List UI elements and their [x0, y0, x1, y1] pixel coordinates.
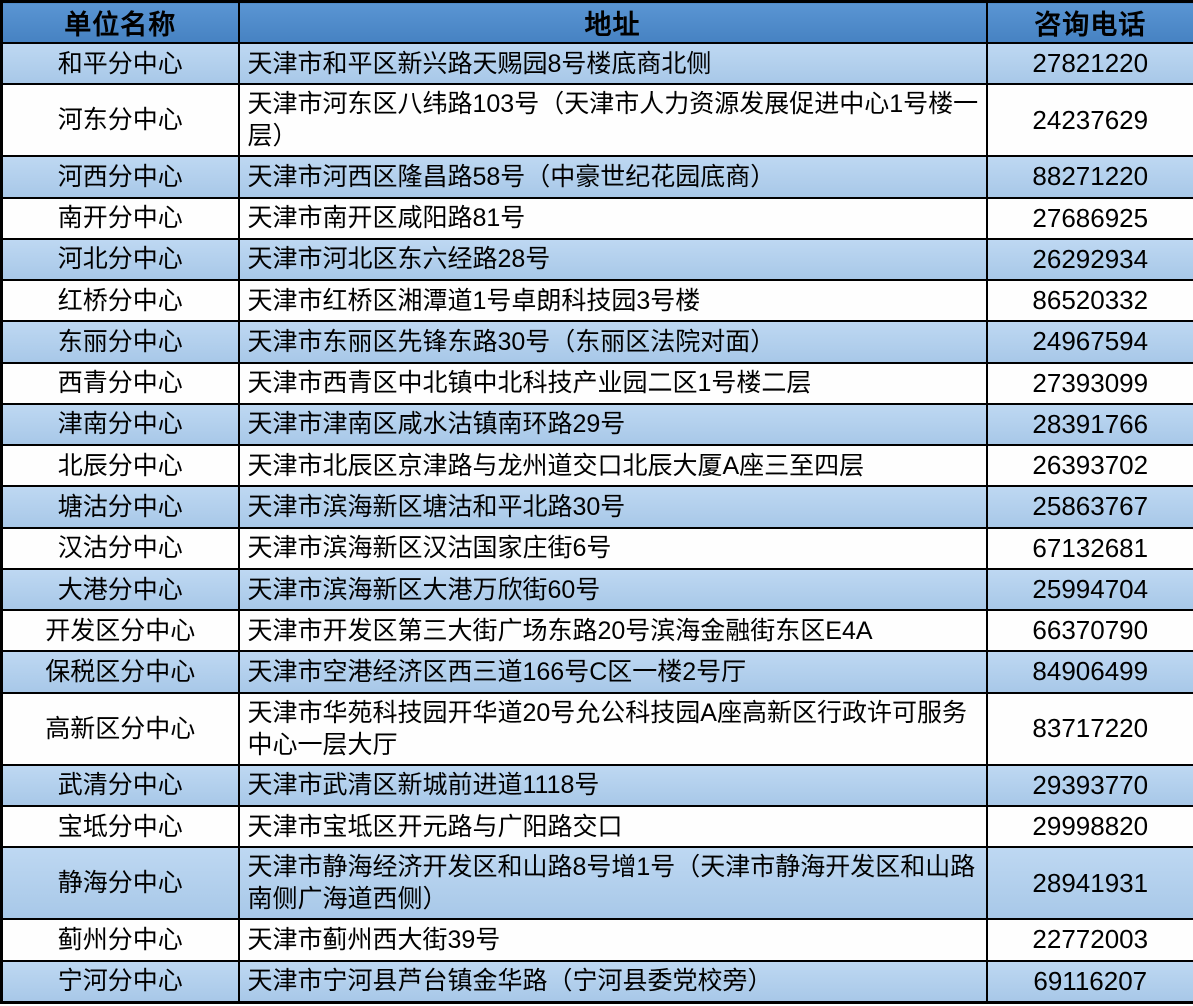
table-row: 静海分中心 天津市静海经济开发区和山路8号增1号（天津市静海开发区和山路南侧广海…: [0, 846, 1193, 921]
table-row: 红桥分中心 天津市红桥区湘潭道1号卓朗科技园3号楼 86520332: [0, 279, 1193, 323]
phone-cell: 29998820: [985, 804, 1193, 849]
phone-cell: 25994704: [985, 567, 1193, 612]
unit-name-cell: 南开分中心: [0, 196, 240, 240]
phone-cell: 26393702: [985, 444, 1193, 488]
table-row: 蓟州分中心 天津市蓟州西大街39号 22772003: [0, 918, 1193, 962]
phone-cell: 88271220: [985, 155, 1193, 199]
address-cell: 天津市武清区新城前进道1118号: [237, 763, 988, 807]
table-row: 西青分中心 天津市西青区中北镇中北科技产业园二区1号楼二层 27393099: [0, 361, 1193, 405]
unit-name-cell: 东丽分中心: [0, 320, 240, 364]
address-cell: 天津市和平区新兴路天赐园8号楼底商北侧: [237, 41, 988, 86]
phone-cell: 67132681: [985, 526, 1193, 570]
table-row: 宝坻分中心 天津市宝坻区开元路与广阳路交口 29998820: [0, 804, 1193, 849]
phone-cell: 28941931: [985, 846, 1193, 921]
table-row: 河西分中心 天津市河西区隆昌路58号（中豪世纪花园底商） 88271220: [0, 155, 1193, 199]
address-cell: 天津市滨海新区汉沽国家庄街6号: [237, 526, 988, 570]
phone-cell: 25863767: [985, 485, 1193, 529]
table-row: 汉沽分中心 天津市滨海新区汉沽国家庄街6号 67132681: [0, 526, 1193, 570]
phone-cell: 66370790: [985, 609, 1193, 653]
address-cell: 天津市静海经济开发区和山路8号增1号（天津市静海开发区和山路南侧广海道西侧）: [237, 846, 988, 921]
unit-name-cell: 塘沽分中心: [0, 485, 240, 529]
unit-name-cell: 河北分中心: [0, 237, 240, 282]
phone-cell: 84906499: [985, 650, 1193, 694]
table-header-row: 单位名称 地址 咨询电话: [0, 0, 1193, 44]
table-row: 河北分中心 天津市河北区东六经路28号 26292934: [0, 237, 1193, 282]
unit-name-cell: 武清分中心: [0, 763, 240, 807]
unit-name-cell: 开发区分中心: [0, 609, 240, 653]
address-cell: 天津市河西区隆昌路58号（中豪世纪花园底商）: [237, 155, 988, 199]
table-row: 武清分中心 天津市武清区新城前进道1118号 29393770: [0, 763, 1193, 807]
table-row: 塘沽分中心 天津市滨海新区塘沽和平北路30号 25863767: [0, 485, 1193, 529]
address-cell: 天津市东丽区先锋东路30号（东丽区法院对面）: [237, 320, 988, 364]
unit-name-cell: 保税区分中心: [0, 650, 240, 694]
table-row: 宁河分中心 天津市宁河县芦台镇金华路（宁河县委党校旁） 69116207: [0, 959, 1193, 1004]
phone-cell: 28391766: [985, 402, 1193, 447]
address-cell: 天津市红桥区湘潭道1号卓朗科技园3号楼: [237, 279, 988, 323]
address-cell: 天津市蓟州西大街39号: [237, 918, 988, 962]
phone-cell: 24237629: [985, 83, 1193, 158]
unit-name-cell: 北辰分中心: [0, 444, 240, 488]
unit-name-cell: 河西分中心: [0, 155, 240, 199]
table-row: 高新区分中心 天津市华苑科技园开华道20号允公科技园A座高新区行政许可服务中心一…: [0, 691, 1193, 766]
address-cell: 天津市西青区中北镇中北科技产业园二区1号楼二层: [237, 361, 988, 405]
column-header-address: 地址: [237, 0, 988, 44]
phone-cell: 69116207: [985, 959, 1193, 1004]
table-row: 河东分中心 天津市河东区八纬路103号（天津市人力资源发展促进中心1号楼一层） …: [0, 83, 1193, 158]
address-cell: 天津市滨海新区塘沽和平北路30号: [237, 485, 988, 529]
address-cell: 天津市滨海新区大港万欣街60号: [237, 567, 988, 612]
phone-cell: 22772003: [985, 918, 1193, 962]
unit-name-cell: 津南分中心: [0, 402, 240, 447]
address-cell: 天津市河东区八纬路103号（天津市人力资源发展促进中心1号楼一层）: [237, 83, 988, 158]
unit-name-cell: 宁河分中心: [0, 959, 240, 1004]
unit-name-cell: 河东分中心: [0, 83, 240, 158]
unit-name-cell: 蓟州分中心: [0, 918, 240, 962]
phone-cell: 27393099: [985, 361, 1193, 405]
table-row: 开发区分中心 天津市开发区第三大街广场东路20号滨海金融街东区E4A 66370…: [0, 609, 1193, 653]
table-row: 保税区分中心 天津市空港经济区西三道166号C区一楼2号厅 84906499: [0, 650, 1193, 694]
address-cell: 天津市河北区东六经路28号: [237, 237, 988, 282]
address-cell: 天津市空港经济区西三道166号C区一楼2号厅: [237, 650, 988, 694]
unit-name-cell: 红桥分中心: [0, 279, 240, 323]
unit-name-cell: 宝坻分中心: [0, 804, 240, 849]
unit-name-cell: 高新区分中心: [0, 691, 240, 766]
phone-cell: 83717220: [985, 691, 1193, 766]
address-cell: 天津市南开区咸阳路81号: [237, 196, 988, 240]
phone-cell: 86520332: [985, 279, 1193, 323]
address-cell: 天津市北辰区京津路与龙州道交口北辰大厦A座三至四层: [237, 444, 988, 488]
phone-cell: 27821220: [985, 41, 1193, 86]
unit-name-cell: 静海分中心: [0, 846, 240, 921]
column-header-phone: 咨询电话: [985, 0, 1193, 44]
phone-cell: 27686925: [985, 196, 1193, 240]
table-row: 和平分中心 天津市和平区新兴路天赐园8号楼底商北侧 27821220: [0, 41, 1193, 86]
column-header-unit-name: 单位名称: [0, 0, 240, 44]
table-body: 和平分中心 天津市和平区新兴路天赐园8号楼底商北侧 27821220 河东分中心…: [0, 41, 1193, 1004]
phone-cell: 26292934: [985, 237, 1193, 282]
phone-cell: 29393770: [985, 763, 1193, 807]
table-row: 南开分中心 天津市南开区咸阳路81号 27686925: [0, 196, 1193, 240]
table-row: 津南分中心 天津市津南区咸水沽镇南环路29号 28391766: [0, 402, 1193, 447]
address-cell: 天津市开发区第三大街广场东路20号滨海金融街东区E4A: [237, 609, 988, 653]
unit-name-cell: 和平分中心: [0, 41, 240, 86]
table-row: 北辰分中心 天津市北辰区京津路与龙州道交口北辰大厦A座三至四层 26393702: [0, 444, 1193, 488]
address-cell: 天津市宁河县芦台镇金华路（宁河县委党校旁）: [237, 959, 988, 1004]
table-row: 大港分中心 天津市滨海新区大港万欣街60号 25994704: [0, 567, 1193, 612]
unit-name-cell: 大港分中心: [0, 567, 240, 612]
address-cell: 天津市华苑科技园开华道20号允公科技园A座高新区行政许可服务中心一层大厅: [237, 691, 988, 766]
unit-name-cell: 西青分中心: [0, 361, 240, 405]
address-cell: 天津市津南区咸水沽镇南环路29号: [237, 402, 988, 447]
phone-cell: 24967594: [985, 320, 1193, 364]
unit-name-cell: 汉沽分中心: [0, 526, 240, 570]
table-row: 东丽分中心 天津市东丽区先锋东路30号（东丽区法院对面） 24967594: [0, 320, 1193, 364]
address-cell: 天津市宝坻区开元路与广阳路交口: [237, 804, 988, 849]
